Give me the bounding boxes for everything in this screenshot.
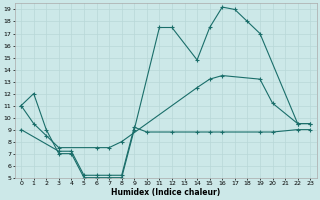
X-axis label: Humidex (Indice chaleur): Humidex (Indice chaleur) bbox=[111, 188, 220, 197]
